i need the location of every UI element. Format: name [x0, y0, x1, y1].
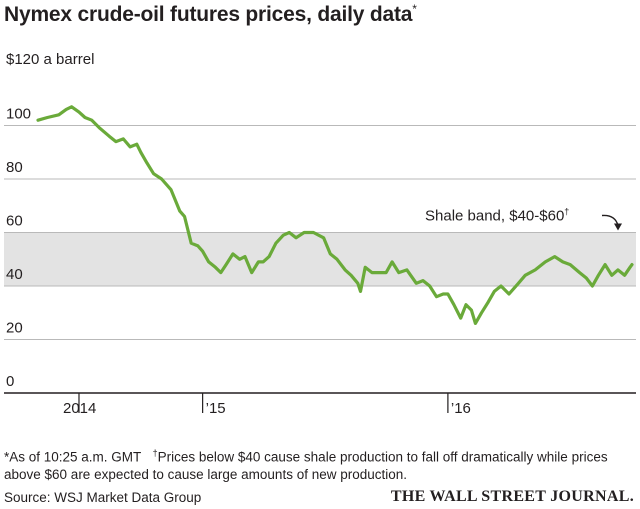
y-axis-labels: 100 80 60 40 20 0 [6, 106, 31, 391]
x-tick-label: ’15 [206, 400, 226, 417]
shale-band [4, 232, 636, 286]
footnote-dagger: Prices below $40 cause shale production … [4, 449, 608, 482]
shale-band-arrowhead-icon [614, 223, 622, 231]
y-tick-label: 60 [6, 213, 23, 230]
footnote-asterisk: *As of 10:25 a.m. GMT [4, 449, 142, 465]
oil-price-chart: 2014 ’15 ’16 100 80 60 40 20 0 $120 a barrel Sh… [4, 51, 636, 417]
x-tick-label: 2014 [63, 400, 96, 417]
y-tick-label: 80 [6, 159, 23, 176]
shale-band-dagger: † [564, 207, 569, 217]
footnote: *As of 10:25 a.m. GMT †Prices below $40 … [4, 445, 636, 483]
masthead-logo: THE WALL STREET JOURNAL. [390, 488, 634, 505]
chart-title-text: Nymex crude-oil futures prices, daily da… [4, 3, 413, 26]
price-line [36, 105, 634, 325]
chart-title: Nymex crude-oil futures prices, daily da… [4, 2, 417, 27]
source-credit: Source: WSJ Market Data Group [4, 490, 202, 505]
x-axis-ticks: 2014 ’15 ’16 [63, 393, 471, 417]
shale-band-label-text: Shale band, $40-$60 [425, 208, 564, 225]
y-tick-label: 0 [6, 373, 14, 390]
x-tick-label: ’16 [451, 400, 471, 417]
y-axis-unit-label: $120 a barrel [6, 51, 94, 68]
y-tick-label: 20 [6, 320, 23, 337]
y-tick-label: 40 [6, 266, 23, 283]
gridlines [4, 125, 636, 394]
footnote-dagger-mark: † [152, 448, 158, 458]
shale-band-label: Shale band, $40-$60† [425, 207, 569, 225]
title-asterisk: * [412, 2, 417, 16]
y-tick-label: 100 [6, 106, 31, 123]
